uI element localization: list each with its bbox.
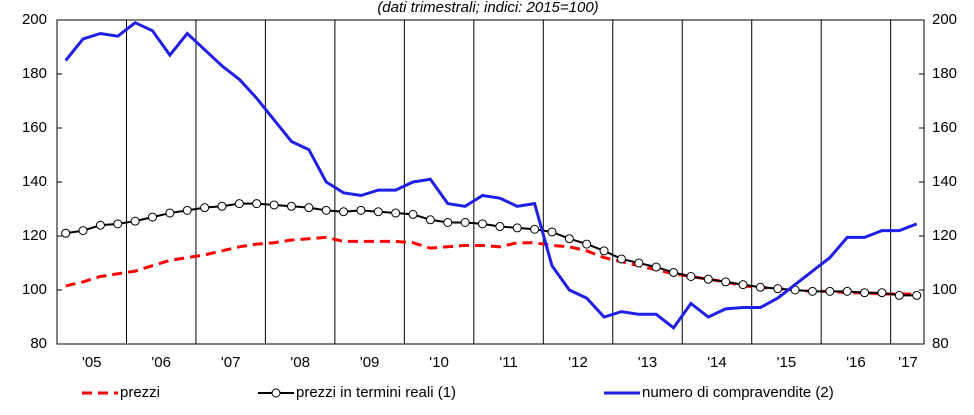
x-tick-label: '16 xyxy=(846,354,866,371)
series-marker xyxy=(634,258,644,268)
series-marker xyxy=(651,262,661,272)
y2-tick-label: 160 xyxy=(932,119,957,136)
series-marker xyxy=(113,219,123,229)
y-tick-label: 200 xyxy=(22,11,47,28)
series-marker xyxy=(495,222,505,232)
series-marker xyxy=(512,223,522,233)
series-marker xyxy=(321,205,331,215)
series-marker xyxy=(339,207,349,217)
series-marker xyxy=(721,277,731,287)
x-tick-label: '09 xyxy=(360,354,380,371)
series-marker xyxy=(200,203,210,213)
series-marker xyxy=(95,220,105,230)
series-marker xyxy=(669,267,679,277)
y-tick-label: 100 xyxy=(22,281,47,298)
series-marker xyxy=(478,219,488,229)
x-tick-label: '14 xyxy=(707,354,727,371)
series-marker xyxy=(391,208,401,218)
series-marker xyxy=(286,201,296,211)
y2-tick-label: 140 xyxy=(932,173,957,190)
series-marker xyxy=(773,284,783,294)
series-marker xyxy=(738,280,748,290)
series-marker xyxy=(252,199,262,209)
legend-marker xyxy=(271,388,281,398)
series-marker xyxy=(860,288,870,298)
series-marker xyxy=(165,208,175,218)
series-marker xyxy=(912,290,922,300)
series-marker xyxy=(703,274,713,284)
series-line xyxy=(64,20,918,330)
series-marker xyxy=(564,234,574,244)
series-marker xyxy=(877,288,887,298)
series-marker xyxy=(425,215,435,225)
series-marker xyxy=(825,286,835,296)
series-marker xyxy=(182,205,192,215)
series-marker xyxy=(547,227,557,237)
series-marker xyxy=(686,272,696,281)
x-tick-label: '15 xyxy=(777,354,797,371)
series-marker xyxy=(408,209,418,219)
series-marker xyxy=(78,226,88,236)
x-tick-label: '10 xyxy=(429,354,449,371)
series-marker xyxy=(842,286,852,296)
series-marker xyxy=(460,218,470,227)
series-marker xyxy=(530,224,540,234)
series-marker xyxy=(807,286,817,296)
y2-tick-label: 180 xyxy=(932,65,957,82)
x-tick-label: '13 xyxy=(638,354,658,371)
y-tick-label: 80 xyxy=(30,335,47,352)
legend-label: numero di compravendite (2) xyxy=(642,384,834,401)
x-tick-label: '05 xyxy=(82,354,102,371)
series-marker xyxy=(894,290,904,300)
legend-label: prezzi in termini reali (1) xyxy=(296,384,456,401)
y-tick-label: 140 xyxy=(22,173,47,190)
series-marker xyxy=(234,199,244,209)
series-marker xyxy=(61,228,71,238)
legend-label: prezzi xyxy=(120,384,160,401)
series-marker xyxy=(616,254,626,264)
series-marker xyxy=(599,246,609,256)
x-tick-label: '17 xyxy=(898,354,918,371)
x-tick-label: '12 xyxy=(568,354,588,371)
plot-frame xyxy=(56,19,925,345)
series-marker xyxy=(304,203,314,213)
x-tick-label: '06 xyxy=(151,354,171,371)
x-tick-label: '08 xyxy=(290,354,310,371)
series-marker xyxy=(443,218,453,227)
series-marker xyxy=(217,201,227,211)
series-marker xyxy=(130,216,140,226)
series-marker xyxy=(373,207,383,217)
series-marker xyxy=(269,200,279,210)
series-line xyxy=(65,235,917,296)
series-marker xyxy=(582,239,592,249)
x-tick-label: '07 xyxy=(221,354,241,371)
y2-tick-label: 200 xyxy=(932,11,957,28)
y2-tick-label: 120 xyxy=(932,227,957,244)
x-tick-label: '11 xyxy=(499,354,517,371)
y-tick-label: 160 xyxy=(22,119,47,136)
y-tick-label: 180 xyxy=(22,65,47,82)
series-marker xyxy=(356,205,366,215)
y2-tick-label: 100 xyxy=(932,281,957,298)
chart-title: (dati trimestrali; indici: 2015=100) xyxy=(377,0,598,16)
y-tick-label: 120 xyxy=(22,227,47,244)
series-line xyxy=(65,202,917,297)
series-marker xyxy=(148,212,158,222)
series-marker xyxy=(755,282,765,292)
y2-tick-label: 80 xyxy=(932,335,949,352)
